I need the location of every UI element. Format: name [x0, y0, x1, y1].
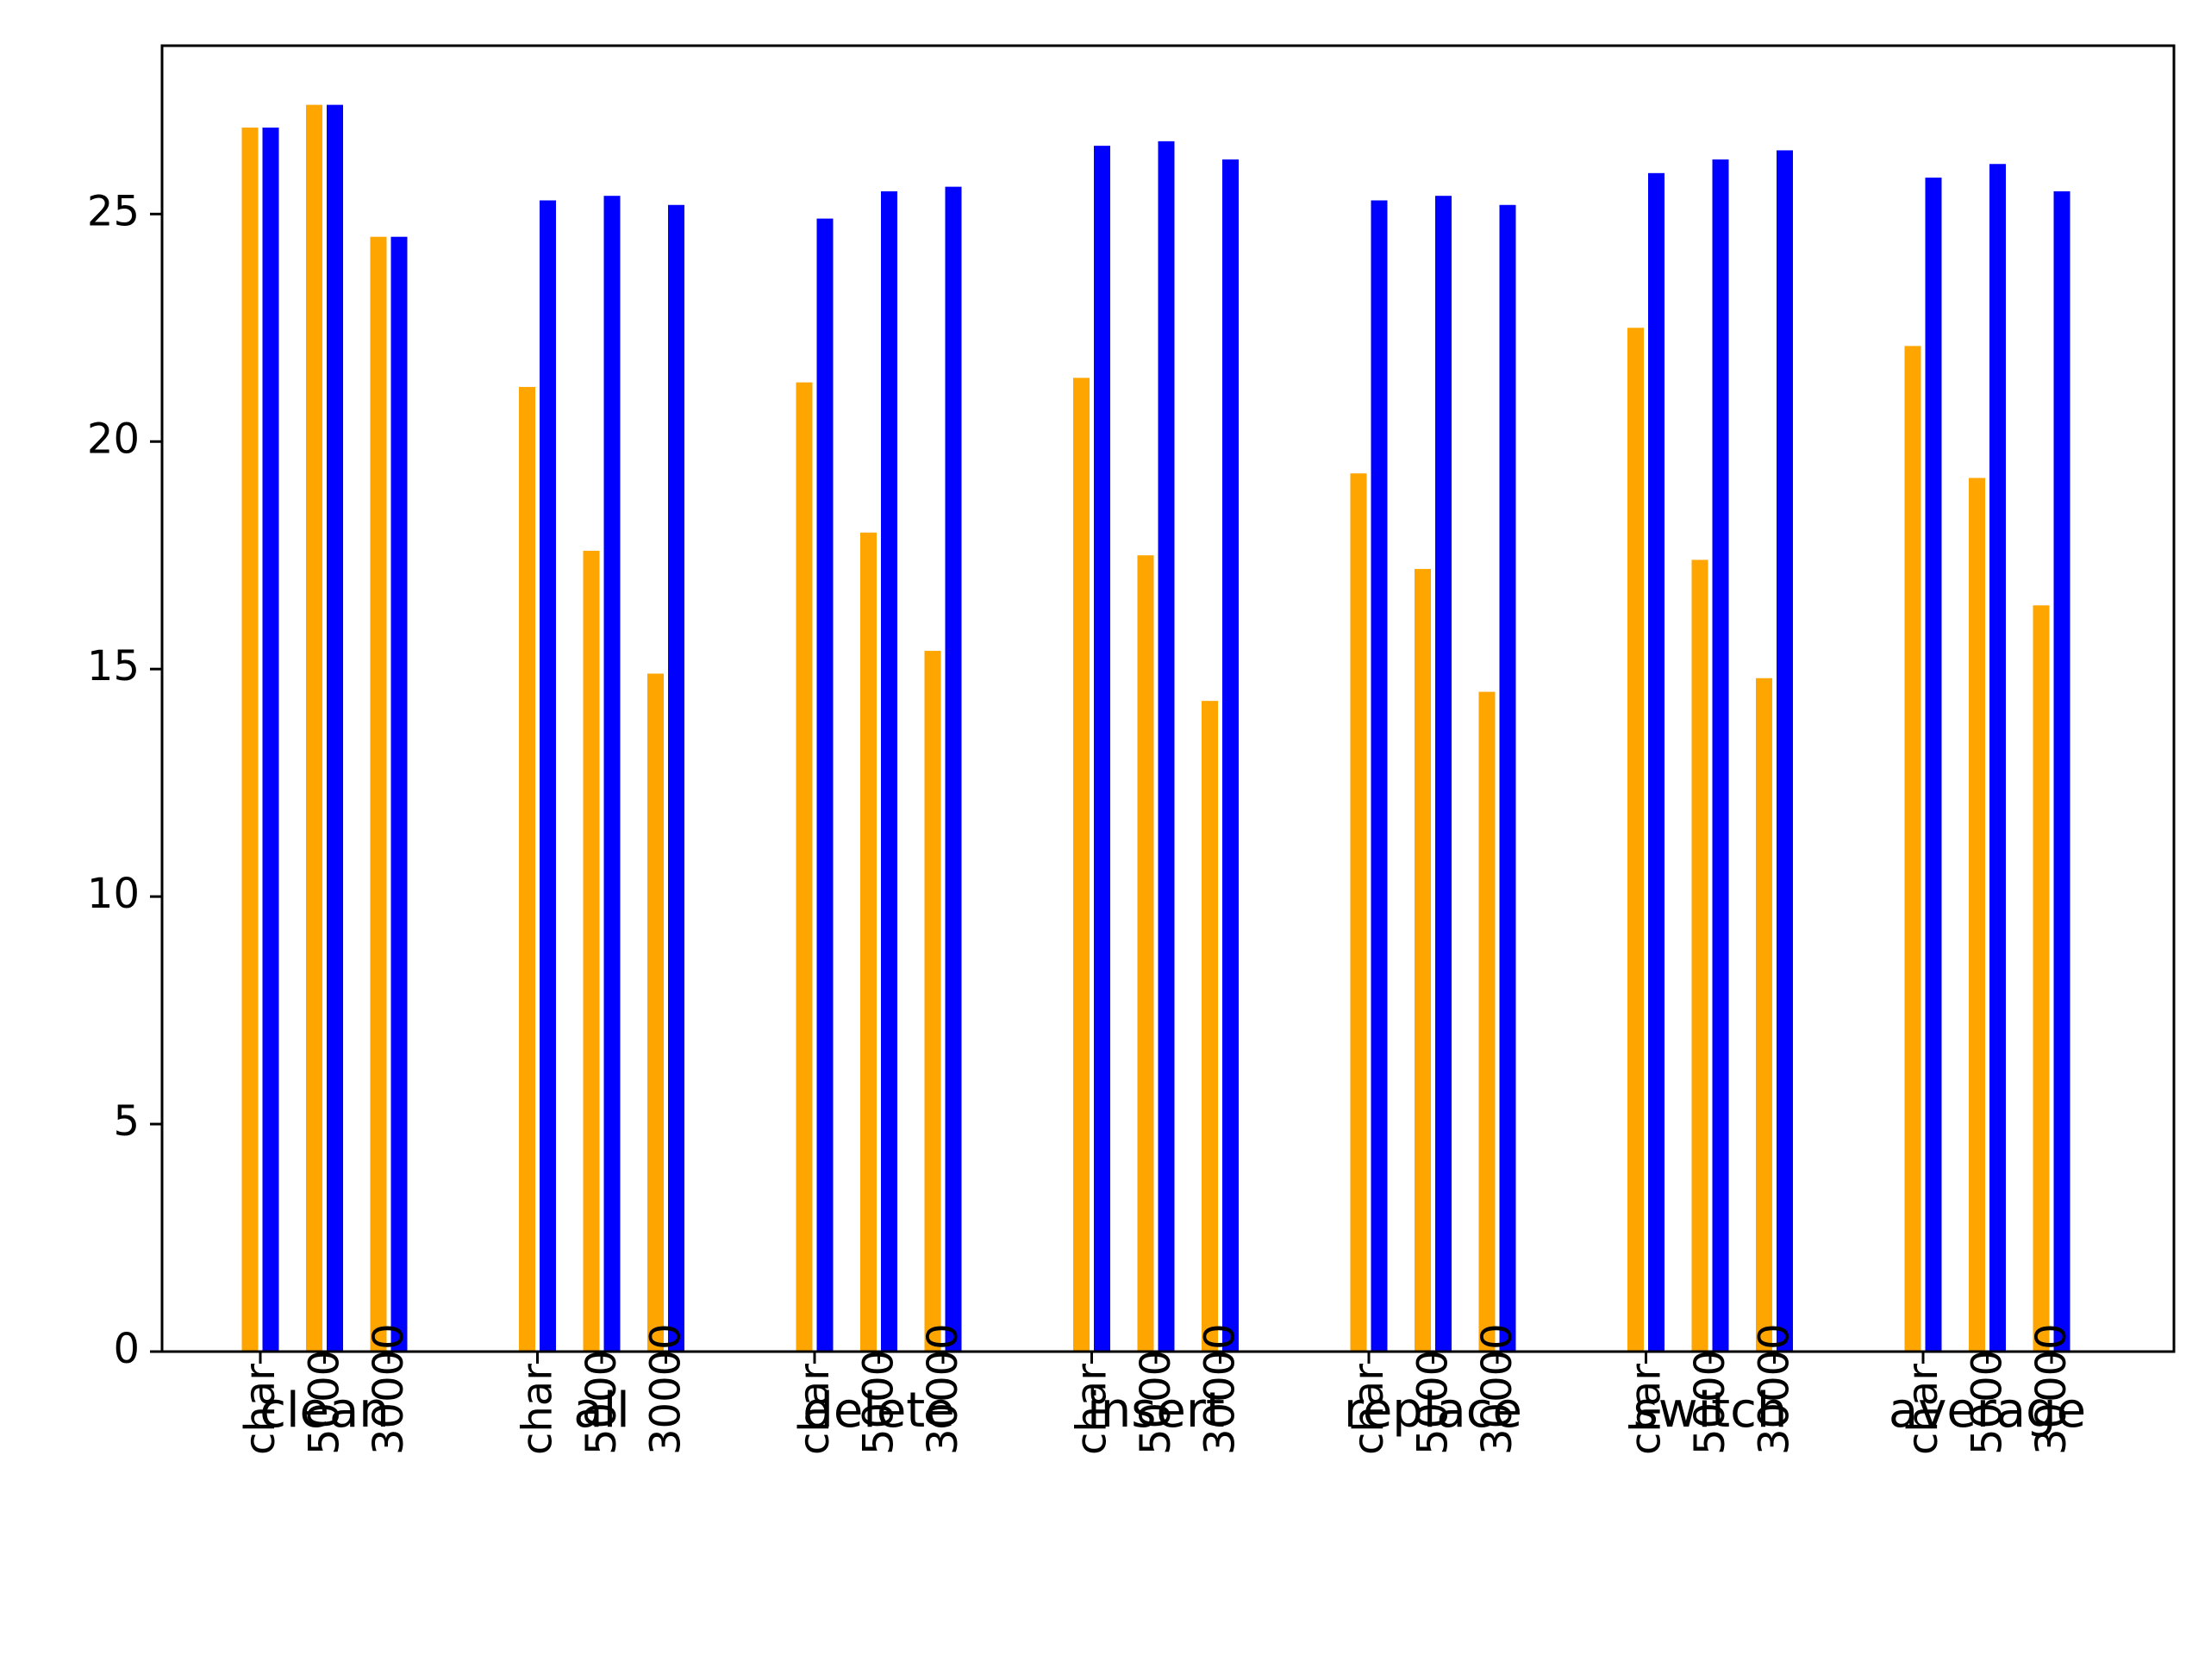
- bar-clean-char-series-2: [262, 128, 279, 1352]
- bar-average-30000-series-2: [2053, 190, 2070, 1352]
- bar-average-5000-series-1: [1969, 478, 1985, 1352]
- bar-average-5000-series-2: [1989, 164, 2006, 1352]
- y-axis: 0 5 10 15 20 25: [87, 187, 162, 1373]
- bar-average-char-series-2: [1925, 178, 1942, 1352]
- y-tick-label: 20: [87, 415, 140, 463]
- x-sub-label-30000: 30000: [919, 1323, 967, 1455]
- bar-replace-30000-series-1: [1478, 691, 1496, 1352]
- x-sub-label-30000: 30000: [2027, 1323, 2076, 1455]
- x-sub-label-char: char: [236, 1364, 284, 1455]
- x-sub-label-char: char: [514, 1364, 562, 1455]
- bar-switch-char-series-2: [1648, 172, 1664, 1352]
- x-sub-label-char: char: [1622, 1364, 1671, 1455]
- bar-replace-5000-series-2: [1435, 196, 1452, 1352]
- bar-replace-30000-series-2: [1499, 204, 1516, 1352]
- x-sub-label-char: char: [1899, 1364, 1947, 1455]
- bar-clean-char-series-1: [241, 128, 259, 1352]
- bar-all-char-series-2: [540, 200, 556, 1352]
- x-sub-label-5000: 5000: [1409, 1350, 1458, 1455]
- y-tick-label: 15: [87, 642, 140, 690]
- y-tick-label: 10: [87, 870, 140, 918]
- bar-clean-30000-series-1: [370, 236, 387, 1352]
- x-sub-label-30000: 30000: [1196, 1323, 1245, 1455]
- bar-replace-5000-series-1: [1415, 569, 1431, 1352]
- bar-insert-30000-series-1: [1202, 701, 1218, 1352]
- bar-delete-char-series-2: [816, 218, 834, 1352]
- y-tick-label: 25: [87, 187, 140, 235]
- bar-switch-30000-series-2: [1777, 150, 1793, 1352]
- bar-switch-5000-series-1: [1691, 559, 1708, 1352]
- x-group-label-switch: switch: [1633, 1383, 1788, 1439]
- x-sub-label-30000: 30000: [365, 1323, 413, 1455]
- bar-average-char-series-1: [1904, 346, 1921, 1352]
- x-sub-label-5000: 5000: [855, 1350, 903, 1455]
- x-sub-label-char: char: [1345, 1364, 1393, 1455]
- bars-layer: [241, 104, 2070, 1352]
- x-group-label-delete: delete: [803, 1383, 954, 1439]
- bar-delete-5000-series-1: [860, 532, 877, 1352]
- x-sub-label-5000: 5000: [578, 1350, 626, 1455]
- plot-frame: [160, 44, 2176, 1353]
- y-tick-label: 5: [113, 1097, 140, 1146]
- x-group-label-average: average: [1889, 1383, 2086, 1439]
- bar-replace-char-series-2: [1371, 200, 1388, 1352]
- bar-switch-30000-series-1: [1756, 678, 1772, 1352]
- bar-all-30000-series-1: [647, 673, 664, 1352]
- bar-all-char-series-1: [519, 386, 535, 1352]
- x-sub-label-char: char: [790, 1364, 839, 1455]
- bar-delete-5000-series-2: [881, 190, 897, 1352]
- x-sub-label-char: char: [1068, 1364, 1116, 1455]
- x-group-label-insert: insert: [1087, 1383, 1225, 1439]
- bar-insert-5000-series-2: [1158, 141, 1175, 1352]
- bar-clean-5000-series-1: [306, 104, 322, 1352]
- x-sub-label-30000: 30000: [1473, 1323, 1521, 1455]
- x-sub-label-5000: 5000: [1686, 1350, 1734, 1455]
- bar-delete-30000-series-2: [945, 186, 962, 1352]
- bar-average-30000-series-1: [2033, 605, 2050, 1352]
- x-sub-label-5000: 5000: [1964, 1350, 2012, 1455]
- bar-clean-5000-series-2: [327, 104, 343, 1352]
- bar-all-30000-series-2: [668, 204, 684, 1352]
- bar-clean-30000-series-2: [390, 236, 408, 1352]
- bar-switch-char-series-1: [1627, 328, 1644, 1352]
- y-tick-label: 0: [113, 1325, 140, 1373]
- bar-all-5000-series-1: [583, 550, 600, 1352]
- x-sub-label-30000: 30000: [642, 1323, 690, 1455]
- bar-insert-30000-series-2: [1222, 159, 1239, 1352]
- x-group-label-replace: replace: [1344, 1383, 1522, 1439]
- bar-insert-char-series-2: [1094, 146, 1110, 1352]
- bar-insert-char-series-1: [1073, 378, 1090, 1352]
- x-group-label-clean: clean: [259, 1383, 390, 1439]
- bar-delete-30000-series-1: [924, 651, 941, 1352]
- bar-all-5000-series-2: [603, 196, 621, 1352]
- x-sub-label-30000: 30000: [1751, 1323, 1799, 1455]
- bar-insert-5000-series-1: [1137, 555, 1154, 1352]
- bar-replace-char-series-1: [1350, 473, 1367, 1352]
- bar-delete-char-series-1: [796, 382, 813, 1352]
- x-sub-label-5000: 5000: [301, 1350, 349, 1455]
- bar-switch-5000-series-2: [1712, 159, 1729, 1352]
- x-group-label-all: all: [573, 1383, 629, 1439]
- x-sub-label-5000: 5000: [1132, 1350, 1180, 1455]
